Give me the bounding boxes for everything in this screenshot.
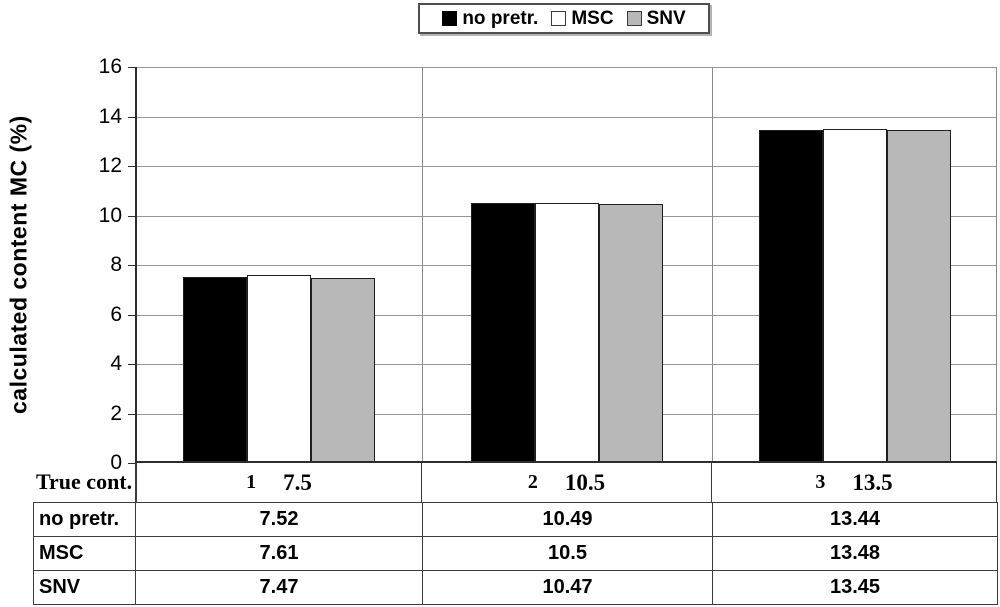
true-cont-cell-2: 2 10.5 (422, 463, 712, 502)
bar-no-pretr--group3 (758, 130, 823, 463)
row-label-no-pretr: no pretr. (33, 502, 136, 537)
y-tick-mark-12 (128, 166, 135, 167)
y-tick-label-16: 16 (98, 55, 122, 78)
true-content-row: True cont. 1 7.5 2 10.5 3 13.5 (0, 463, 1000, 502)
y-tick-label-8: 8 (110, 253, 122, 276)
bar-no-pretr--group1 (182, 276, 247, 463)
table-row-snv: SNV 7.47 10.47 13.45 (33, 570, 998, 605)
gridline-h-14 (135, 116, 997, 118)
row-label-snv: SNV (33, 570, 136, 605)
y-tick-mark-14 (128, 116, 135, 118)
legend-label-snv: SNV (646, 7, 686, 29)
bar-MSC-group2 (535, 203, 599, 463)
legend-item-snv: SNV (626, 7, 686, 30)
chart-legend: no pretr. MSC SNV (418, 3, 710, 34)
y-tick-mark-4 (128, 364, 135, 365)
cell-snv-3: 13.45 (712, 570, 998, 605)
y-tick-label-14: 14 (98, 104, 122, 128)
y-tick-label-6: 6 (110, 302, 122, 326)
x-category-label-1: 1 (246, 471, 257, 493)
y-tick-label-4: 4 (110, 352, 122, 375)
y-tick-mark-6 (128, 314, 135, 316)
cell-no-pretr-1: 7.52 (135, 502, 423, 537)
legend-swatch-white-icon (551, 11, 567, 26)
bar-MSC-group1 (246, 274, 311, 463)
y-tick-label-0: 0 (110, 451, 122, 474)
cell-msc-1: 7.61 (135, 536, 423, 571)
y-tick-mark-2 (128, 413, 135, 415)
legend-swatch-gray-icon (626, 11, 642, 26)
bar-SNV-group1 (310, 278, 375, 463)
cell-no-pretr-3: 13.44 (712, 502, 998, 537)
legend-label-no-pretr: no pretr. (462, 7, 539, 29)
legend-swatch-black-icon (442, 11, 458, 26)
y-axis-title: calculated content MC (%) (5, 115, 32, 415)
legend-item-msc: MSC (551, 7, 614, 30)
cell-msc-3: 13.48 (712, 536, 998, 571)
y-tick-mark-8 (128, 265, 135, 266)
y-tick-mark-16 (128, 67, 135, 68)
plot-right-border (996, 67, 997, 463)
bar-SNV-group2 (599, 203, 663, 463)
bar-no-pretr--group2 (471, 203, 535, 463)
plot-area (135, 67, 997, 463)
true-cont-value-1: 7.5 (283, 469, 312, 495)
bar-SNV-group3 (886, 130, 951, 463)
gridline-h-16 (135, 67, 997, 68)
table-row-msc: MSC 7.61 10.5 13.48 (33, 536, 998, 571)
y-tick-mark-10 (128, 215, 135, 217)
y-axis-line (135, 67, 137, 463)
true-cont-cell-3: 3 13.5 (712, 463, 997, 502)
row-label-msc: MSC (33, 536, 136, 571)
y-tick-label-2: 2 (110, 401, 122, 425)
x-axis-line (135, 461, 997, 463)
bar-MSC-group3 (822, 129, 887, 463)
cell-snv-2: 10.47 (422, 570, 713, 605)
gridline-h-12 (135, 166, 997, 167)
true-cont-value-3: 13.5 (852, 469, 893, 495)
x-category-label-3: 3 (815, 471, 826, 493)
results-table: no pretr. 7.52 10.49 13.44 MSC 7.61 10.5… (33, 502, 998, 605)
category-separator-1 (422, 67, 423, 463)
true-cont-value-2: 10.5 (564, 469, 606, 495)
legend-item-no-pretr: no pretr. (442, 8, 538, 30)
y-tick-label-12: 12 (98, 154, 122, 177)
cell-snv-1: 7.47 (135, 570, 423, 605)
y-tick-mark-0 (128, 463, 135, 464)
y-tick-label-10: 10 (98, 203, 122, 227)
x-category-label-2: 2 (527, 471, 538, 493)
category-separator-2 (712, 67, 713, 463)
cell-msc-2: 10.5 (422, 536, 713, 571)
table-row-no-pretr: no pretr. 7.52 10.49 13.44 (33, 502, 998, 537)
true-cont-label: True cont. (36, 469, 133, 494)
true-cont-cell-1: 1 7.5 (135, 463, 422, 502)
cell-no-pretr-2: 10.49 (422, 502, 713, 537)
legend-label-msc: MSC (571, 7, 614, 29)
